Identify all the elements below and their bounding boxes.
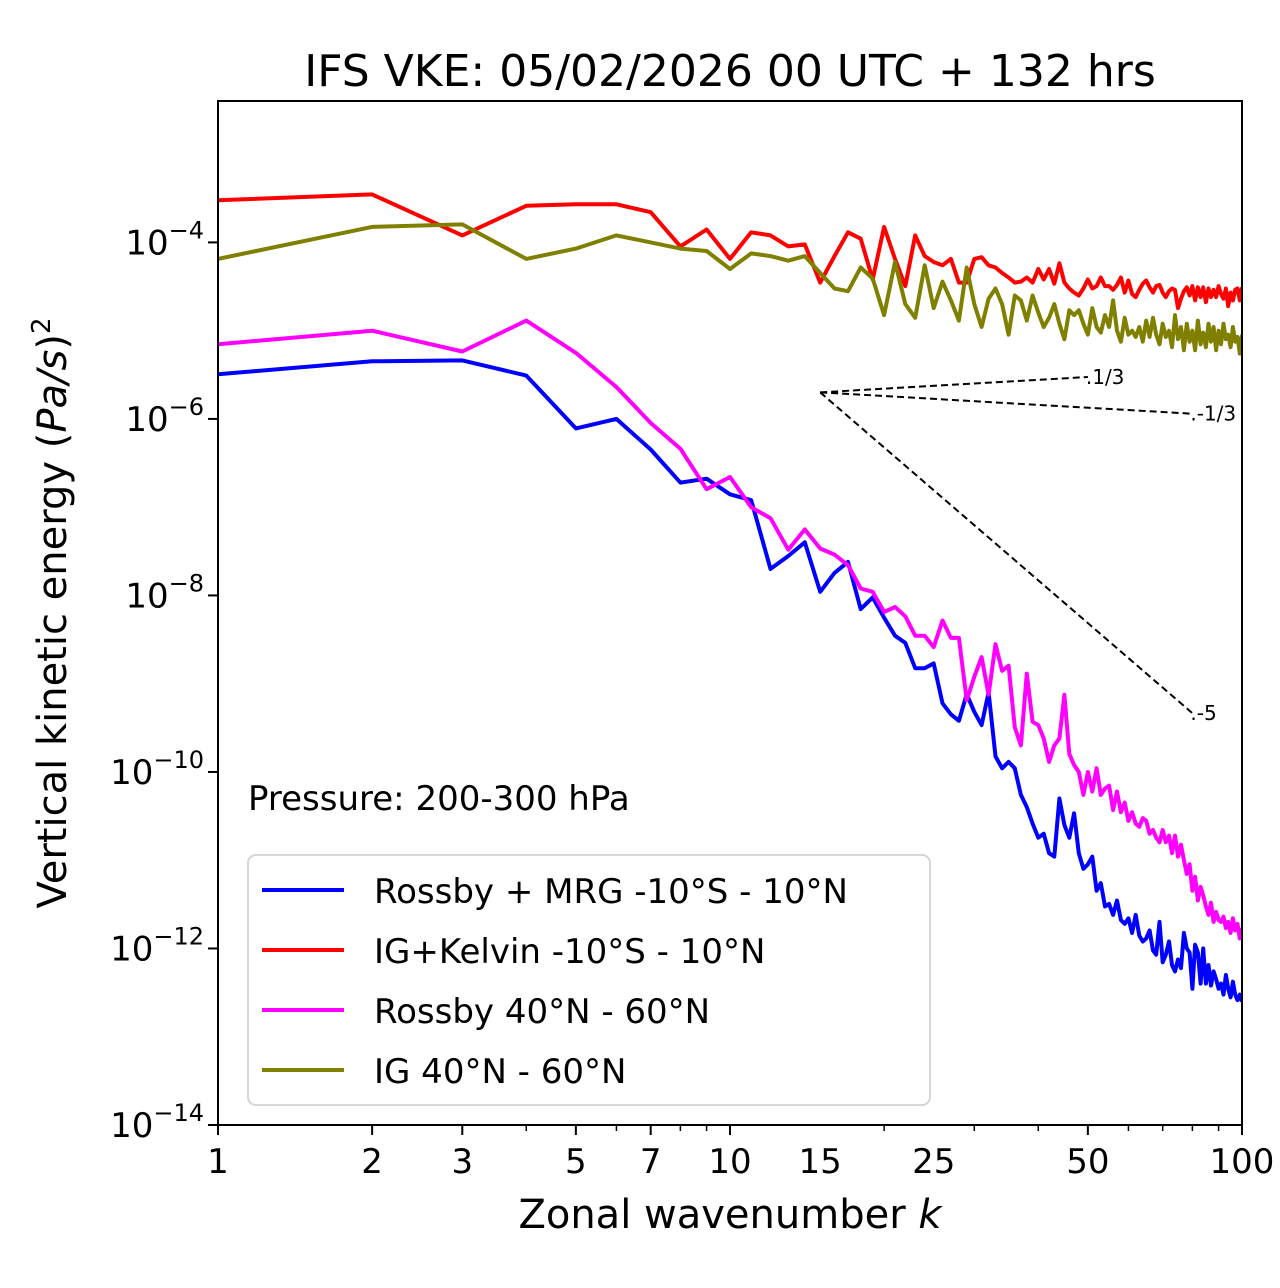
plot-area: .1/3 .-1/3 .-5 [218, 192, 1242, 1003]
reference-slope-label: .-1/3 [1190, 402, 1236, 426]
legend-label: IG 40°N - 60°N [374, 1052, 626, 1092]
y-tick-label: 10−6 [125, 393, 204, 440]
series-line [218, 318, 1242, 941]
x-tick-label: 3 [451, 1142, 473, 1182]
y-tick-label: 10−4 [125, 216, 204, 263]
x-tick-label: 50 [1066, 1142, 1109, 1182]
reference-slopes [819, 375, 1194, 714]
x-axis-label-text: Zonal wavenumber [518, 1192, 918, 1238]
reference-slope-label: .1/3 [1086, 365, 1125, 389]
x-tick-label: 25 [912, 1142, 955, 1182]
reference-slope-line [820, 391, 1193, 415]
y-tick-label: 10−8 [125, 569, 204, 616]
y-axis-label-unit: Pa/s [30, 350, 76, 433]
x-tick-label: 10 [708, 1142, 751, 1182]
legend-box [247, 854, 931, 1106]
reference-slope-line [820, 375, 1088, 394]
legend: Rossby + MRG -10°S - 10°N IG+Kelvin -10°S… [247, 854, 931, 1106]
x-axis-label-variable: k [918, 1192, 943, 1238]
reference-slope-label: .-5 [1190, 701, 1216, 725]
series-line [218, 192, 1242, 311]
legend-label: Rossby + MRG -10°S - 10°N [374, 872, 848, 912]
chart-title: IFS VKE: 05/02/2026 00 UTC + 132 hrs [304, 46, 1156, 97]
x-tick-label: 5 [565, 1142, 587, 1182]
y-tick-label: 10−12 [110, 922, 204, 969]
y-axis-ticks: 10−4 10−6 10−8 10−10 10−12 10−14 [110, 216, 218, 1146]
x-tick-label: 7 [640, 1142, 662, 1182]
legend-label: IG+Kelvin -10°S - 10°N [374, 932, 765, 972]
x-axis-label: Zonal wavenumber k [518, 1192, 943, 1238]
x-tick-label: 2 [361, 1142, 383, 1182]
series-line [218, 358, 1242, 1003]
series-line [218, 222, 1242, 356]
y-axis-label: Vertical kinetic energy (Pa/s)2 [27, 318, 76, 909]
reference-slope-line [819, 391, 1194, 714]
series-lines [218, 192, 1242, 1003]
legend-label: Rossby 40°N - 60°N [374, 992, 710, 1032]
y-axis-label-text: Vertical kinetic energy ( [30, 433, 76, 909]
x-tick-label: 100 [1210, 1142, 1275, 1182]
x-tick-label: 15 [799, 1142, 842, 1182]
y-tick-label: 10−10 [110, 746, 204, 793]
y-tick-label: 10−14 [110, 1099, 204, 1146]
y-axis-label-close: ) [30, 334, 76, 350]
x-tick-label: 1 [207, 1142, 229, 1182]
x-axis-ticks: 1 2 3 5 7 10 15 25 50 100 [207, 1125, 1274, 1182]
y-axis-label-exponent: 2 [27, 318, 57, 335]
reference-slope-labels: .1/3 .-1/3 .-5 [1086, 365, 1236, 725]
pressure-annotation: Pressure: 200-300 hPa [248, 779, 630, 819]
